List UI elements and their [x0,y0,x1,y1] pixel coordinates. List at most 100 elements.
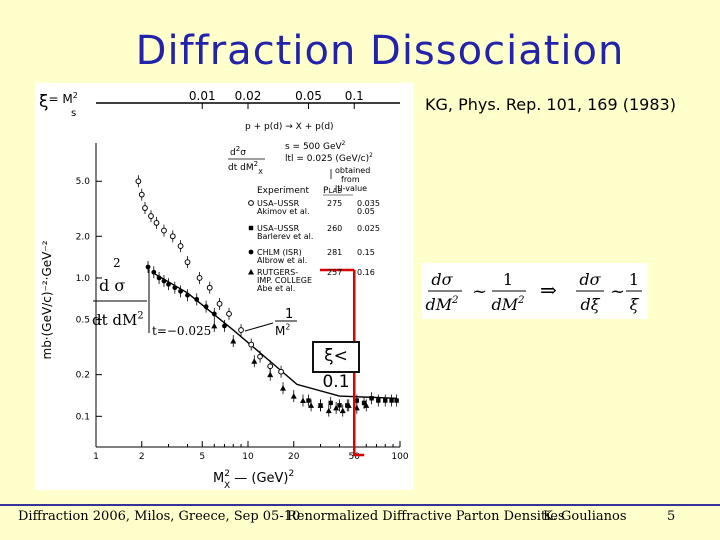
data-point [257,353,263,360]
x-tick-label: 5 [199,452,205,462]
data-point [308,402,315,408]
data-point [251,358,258,364]
formula-box: dσ dM2 ~ 1 dM2 ⇒ dσ dξ ~ 1 ξ [422,263,648,319]
xi-label-denominator: s [71,108,76,119]
data-point [290,393,297,399]
diffraction-chart: 1 2 5 10 20 50 100 0.1 0.2 0.5 1.0 2.0 5.0 M2 X — (GeV… [39,89,409,491]
y-tick-label: 5.0 [76,177,91,187]
data-point [383,398,388,403]
xi-tick-label: 0.05 [295,89,322,103]
xi-cut-marker [352,270,365,457]
legend-entry-plab: 257 [327,268,342,277]
formula-dxi: dξ [580,295,600,314]
xi-tick-label: 0.01 [189,89,216,103]
legend-entry-name: USA–USSR [257,199,300,208]
formula-one-b: 1 [629,270,639,289]
x-tick-label: 100 [391,452,408,462]
footer-author: K. Goulianos [543,509,627,524]
legend-energy: s = 500 GeV2 [285,141,346,152]
formula-one: 1 [503,270,513,289]
legend-entry-t: 0.15 [357,248,375,257]
data-point [203,304,209,310]
legend-entry-t: 0.035 [357,199,380,208]
legend-entry-name: Barlerev et al. [257,232,313,241]
data-point [172,285,178,291]
plot-panel: 1 2 5 10 20 50 100 0.1 0.2 0.5 1.0 2.0 5.0 M2 X — (GeV… [35,83,413,491]
data-point [185,292,190,298]
footer-talk-title: Renormalized Diffractive Parton Densitie… [287,509,565,524]
data-point [394,398,399,403]
data-point [194,296,200,302]
data-point [267,363,274,370]
data-point [238,327,244,333]
fit-label-den: M2 [275,323,290,338]
slide-title: Diffraction Dissociation [135,28,625,74]
data-point [153,219,160,226]
legend-note: obtained [335,166,370,175]
data-point [142,205,148,211]
legend-entry-t: 0.025 [357,224,380,233]
formula-xi: ξ [630,295,640,314]
data-point [333,404,340,411]
xi-label: ξ= M2 [39,91,78,112]
xi-cut-annotation: ξ< 0.1 [312,341,360,392]
fit-label-num: 1 [285,307,293,322]
legend-col-plab: PLAB [323,186,342,196]
data-point [328,400,333,406]
footer-page-number: 5 [667,509,676,524]
data-point [280,385,287,391]
fit-label-arrow [244,322,274,332]
legend-entry-name: IMP. COLLEGE [257,276,312,285]
data-point [389,398,394,403]
data-point [206,284,213,291]
data-point [248,269,254,275]
data-point [376,398,381,403]
scaling-formula: dσ dM2 ~ 1 dM2 ⇒ dσ dξ ~ 1 ξ [426,270,642,314]
formula-arrow: ⇒ [540,278,557,302]
legend-process: p + p(d) → X + p(d) [245,122,334,132]
data-point [211,322,218,329]
y-tick-label: 0.2 [76,371,90,381]
legend-entry-name: Albrow et al. [257,256,307,265]
data-point [354,398,360,403]
xi-tick-label: 0.02 [235,89,262,103]
inset-t-value: t=−0.025 [152,324,211,338]
data-point [184,259,191,266]
data-point [339,407,346,414]
data-point [135,178,142,185]
data-point [161,278,167,284]
data-point [361,400,367,406]
footer-divider [0,504,720,506]
legend-formula-num: d2σ [230,145,246,158]
data-point [226,310,232,317]
data-point [177,243,184,249]
legend-entry-name: RUTGERS- [257,268,298,277]
formula-tilde-2: ~ [610,281,625,302]
data-point [145,264,151,270]
x-tick-label: 2 [139,452,145,462]
data-point [325,407,332,414]
data-point [369,396,374,401]
formula-dsigma: dσ [431,270,453,289]
legend-entry-plab: 281 [327,248,342,257]
x-tick-label: 1 [93,452,99,462]
data-point [166,281,171,287]
data-point [278,368,284,375]
legend-col-experiment: Experiment [257,186,309,196]
data-point [156,275,162,281]
formula-dm2: dM2 [426,295,459,314]
legend-entry-t: 0.16 [357,268,375,277]
data-point [248,200,254,206]
data-point [178,288,183,294]
footer-conference: Diffraction 2006, Milos, Greece, Sep 05-… [18,509,301,524]
legend-note: ltl-value [335,184,367,193]
data-point [148,213,154,219]
formula-dsigma-xi: dσ [579,270,601,289]
data-point [216,300,223,307]
legend-t-range: ltl = 0.025 (GeV/c)2 [285,153,373,164]
y-tick-label: 0.5 [76,316,90,326]
xi-tick-label: 0.1 [345,89,364,103]
legend-entry-plab: 275 [327,199,342,208]
legend-entry-name: Abe et al. [257,284,295,293]
